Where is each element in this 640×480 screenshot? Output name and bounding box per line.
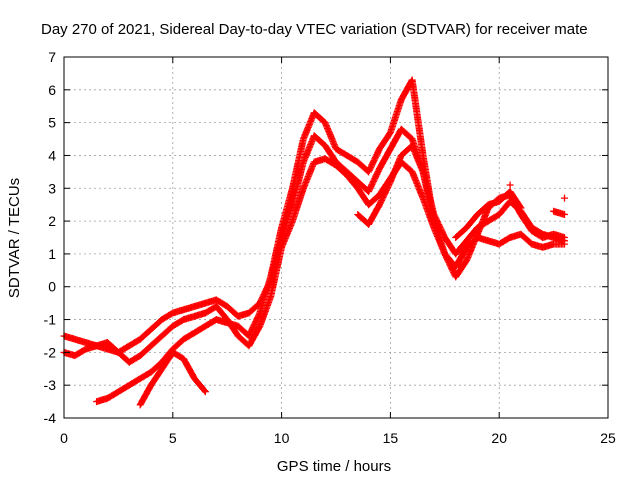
- y-tick-label: 2: [48, 213, 56, 229]
- series-markers: [506, 181, 514, 189]
- chart-title: Day 270 of 2021, Sidereal Day-to-day VTE…: [41, 21, 588, 38]
- y-tick-label: -3: [44, 377, 57, 393]
- y-tick-label: 7: [48, 49, 56, 65]
- x-tick-label: 5: [169, 430, 177, 446]
- series-track-5: [354, 142, 438, 228]
- y-tick-label: -2: [44, 344, 57, 360]
- axis-ticks: 0 5 10 15 20 25 -4 -3 -2 -1 0 1 2 3 4 5 6 7: [44, 49, 616, 446]
- plot-frame: [63, 56, 609, 419]
- series-markers: [550, 207, 568, 218]
- y-tick-label: 0: [48, 279, 56, 295]
- series-track-6: [452, 188, 525, 241]
- series-markers: [354, 142, 438, 228]
- x-tick-label: 25: [600, 430, 616, 446]
- y-tick-label: 4: [48, 147, 56, 163]
- series-track-7: [550, 207, 568, 218]
- x-tick-label: 10: [274, 430, 290, 446]
- grid-lines: [64, 57, 608, 418]
- series-track-9: [506, 181, 514, 189]
- x-tick-label: 0: [60, 430, 68, 446]
- x-tick-label: 20: [491, 430, 507, 446]
- series-markers: [452, 188, 525, 241]
- y-axis-label: SDTVAR / TECUs: [6, 178, 23, 298]
- y-tick-label: 1: [48, 246, 56, 262]
- x-tick-label: 15: [383, 430, 399, 446]
- series-markers: [561, 194, 568, 202]
- series-track-8: [561, 194, 568, 202]
- y-tick-label: -4: [44, 410, 57, 426]
- series-track-4: [136, 348, 209, 409]
- y-tick-label: 5: [48, 115, 56, 131]
- y-tick-label: -1: [44, 312, 57, 328]
- y-tick-label: 3: [48, 180, 56, 196]
- x-axis-label: GPS time / hours: [277, 458, 391, 475]
- y-tick-label: 6: [48, 82, 56, 98]
- series-markers: [136, 348, 209, 409]
